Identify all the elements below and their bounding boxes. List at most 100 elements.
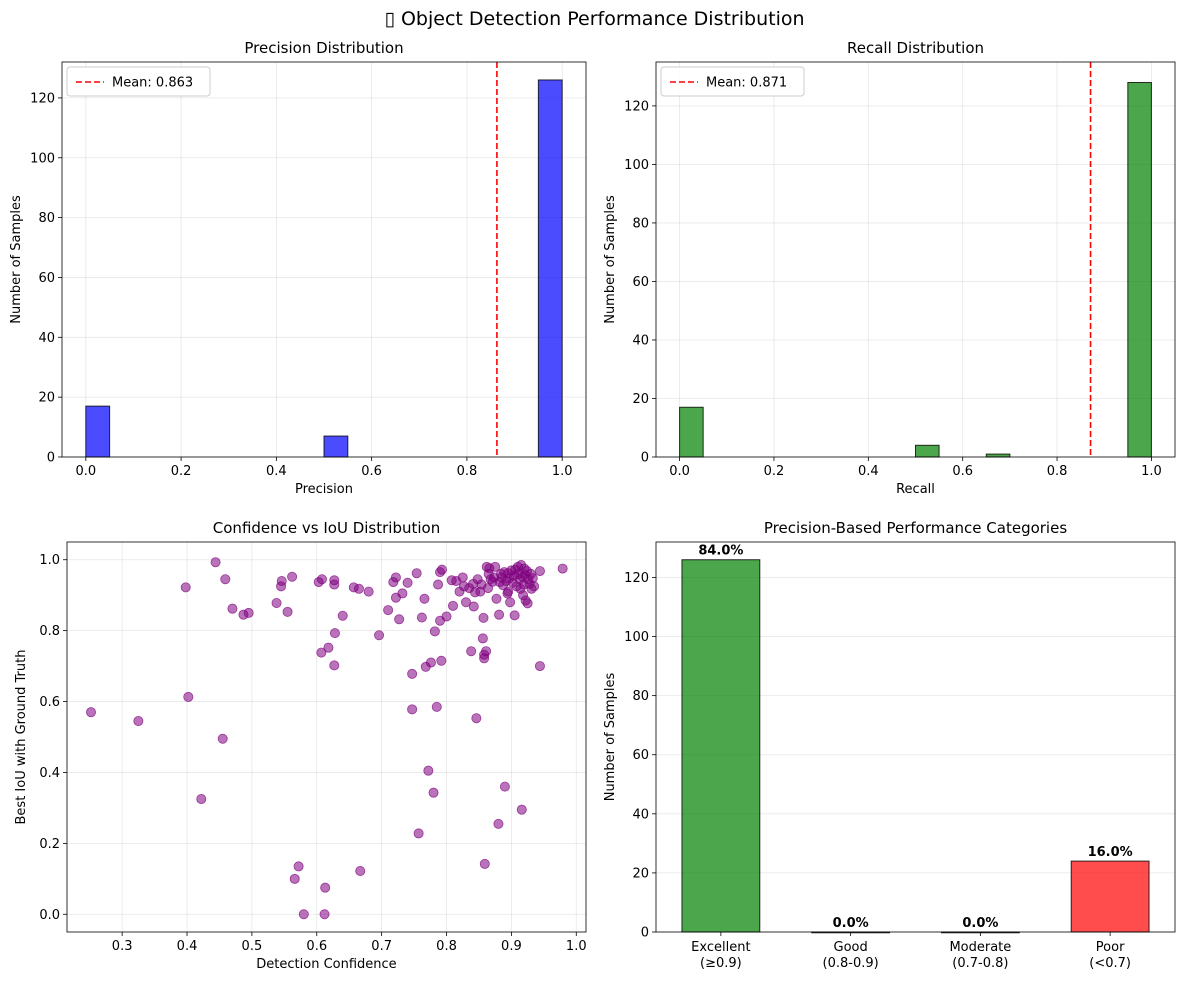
scatter-point (183, 691, 194, 702)
y-tick-label: 0 (641, 926, 649, 941)
x-tick-label-line: Excellent (691, 940, 750, 955)
scatter-point (557, 563, 568, 574)
scatter-point (441, 611, 452, 622)
scatter-point (431, 701, 442, 712)
y-tick-label: 100 (624, 630, 649, 645)
scatter-chart-title: Confidence vs IoU Distribution (213, 519, 440, 537)
x-tick-label-line: (≥0.9) (700, 956, 742, 971)
x-tick-label: 0.0 (669, 464, 690, 479)
scatter-point (276, 576, 287, 587)
axes: 0.0 0.2 0.4 0.6 0.8 1.0 Best IoU with Ground T… (14, 541, 587, 972)
scatter-point (337, 610, 348, 621)
scatter-point (316, 647, 327, 658)
x-tick-label: 0.4 (858, 464, 879, 479)
x-tick-label: 0.4 (266, 464, 287, 479)
histogram-bar (985, 453, 1011, 458)
recall-chart-title: Recall Distribution (847, 39, 984, 57)
title-icon: ▯ (384, 8, 401, 30)
x-axis-label: Detection Confidence (256, 957, 396, 972)
y-tick-label: 1.0 (39, 553, 60, 568)
scatter-point (503, 586, 514, 597)
x-tick-label: 1.0 (566, 939, 587, 954)
data-label: 0.0% (833, 916, 869, 931)
scatter-point (527, 573, 538, 584)
scatter-point (329, 628, 340, 639)
y-tick-label: 0.0 (39, 908, 60, 923)
data-label: 16.0% (1088, 845, 1133, 860)
scatter-point (423, 765, 434, 776)
scatter-point (133, 716, 144, 727)
y-tick-label: 60 (632, 275, 649, 290)
x-tick-label: 0.8 (1047, 464, 1068, 479)
x-tick-label-line: (0.7-0.8) (952, 956, 1008, 971)
recall-histogram-panel: Recall Distribution 0 20 40 60 80 100 120 Numbe… (603, 39, 1176, 497)
performance-categories-panel: Precision-Based Performance Categories 8… (603, 519, 1176, 971)
x-tick-label-line: (<0.7) (1089, 956, 1131, 971)
data-label: 84.0% (698, 544, 743, 559)
scatter-point (282, 606, 293, 617)
x-axis-label: Precision (295, 482, 353, 497)
scatter-point (491, 593, 502, 604)
x-tick-label-line: Good (834, 940, 868, 955)
scatter-point (493, 818, 504, 829)
scatter-point (505, 597, 516, 608)
scatter-point (479, 858, 490, 869)
x-tick-label: 0.4 (177, 939, 198, 954)
y-axis-label: Number of Samples (9, 195, 24, 324)
scatter-point (433, 579, 444, 590)
precision-histogram-panel: Precision Distribution 0 20 40 60 80 100 120 Nu… (9, 39, 587, 497)
axes-frame (655, 541, 1176, 933)
scatter-point (293, 861, 304, 872)
x-axis-label: Recall (896, 482, 935, 497)
figure-title: ▯ Object Detection Performance Distribut… (384, 8, 804, 30)
y-tick-label: 20 (632, 392, 649, 407)
y-tick-label: 120 (30, 91, 55, 106)
legend: Mean: 0.863 (66, 66, 211, 97)
scatter-point (490, 561, 501, 572)
scatter-point (460, 597, 471, 608)
scatter-point (411, 568, 422, 579)
scatter-point (374, 630, 385, 641)
scatter-point (534, 661, 545, 672)
y-tick-label: 120 (624, 571, 649, 586)
data-marks (86, 557, 568, 920)
scatter-point (529, 581, 540, 592)
x-tick-label: Moderate (0.7-0.8) (949, 940, 1011, 971)
scatter-point (227, 603, 238, 614)
y-tick-label: 0.8 (39, 624, 60, 639)
x-tick-label: 0.3 (112, 939, 133, 954)
scatter-point (402, 577, 413, 588)
scatter-point (436, 564, 447, 575)
legend-label: Mean: 0.871 (706, 76, 787, 91)
x-tick-label-line: Poor (1096, 940, 1125, 955)
legend-box (660, 66, 805, 97)
y-tick-label: 0.6 (39, 695, 60, 710)
y-tick-label: 60 (632, 748, 649, 763)
scatter-point (329, 579, 340, 590)
scatter-point (509, 610, 520, 621)
legend-box (66, 66, 211, 97)
y-tick-label: 40 (632, 807, 649, 822)
axes: 0 20 40 60 80 100 120 Number of Samples Excellen… (603, 541, 1176, 971)
scatter-point (355, 866, 366, 877)
scatter-point (468, 601, 479, 612)
x-tick-label: 0.2 (171, 464, 192, 479)
y-axis-label: Number of Samples (603, 195, 618, 324)
scatter-point (363, 586, 374, 597)
x-tick-label: 0.8 (457, 464, 478, 479)
scatter-point (287, 571, 298, 582)
scatter-point (419, 593, 430, 604)
scatter-point (416, 612, 427, 623)
scatter-point (329, 660, 340, 671)
data-label: 0.0% (962, 916, 998, 931)
y-axis-label: Best IoU with Ground Truth (14, 650, 29, 825)
scatter-point (243, 607, 254, 618)
y-axis-label: Number of Samples (603, 673, 618, 802)
categories-chart-title: Precision-Based Performance Categories (764, 519, 1067, 537)
x-tick-label: 1.0 (552, 464, 573, 479)
scatter-point (425, 657, 436, 668)
y-tick-label: 60 (38, 271, 55, 286)
scatter-point (494, 609, 505, 620)
histogram-bar (915, 444, 940, 458)
